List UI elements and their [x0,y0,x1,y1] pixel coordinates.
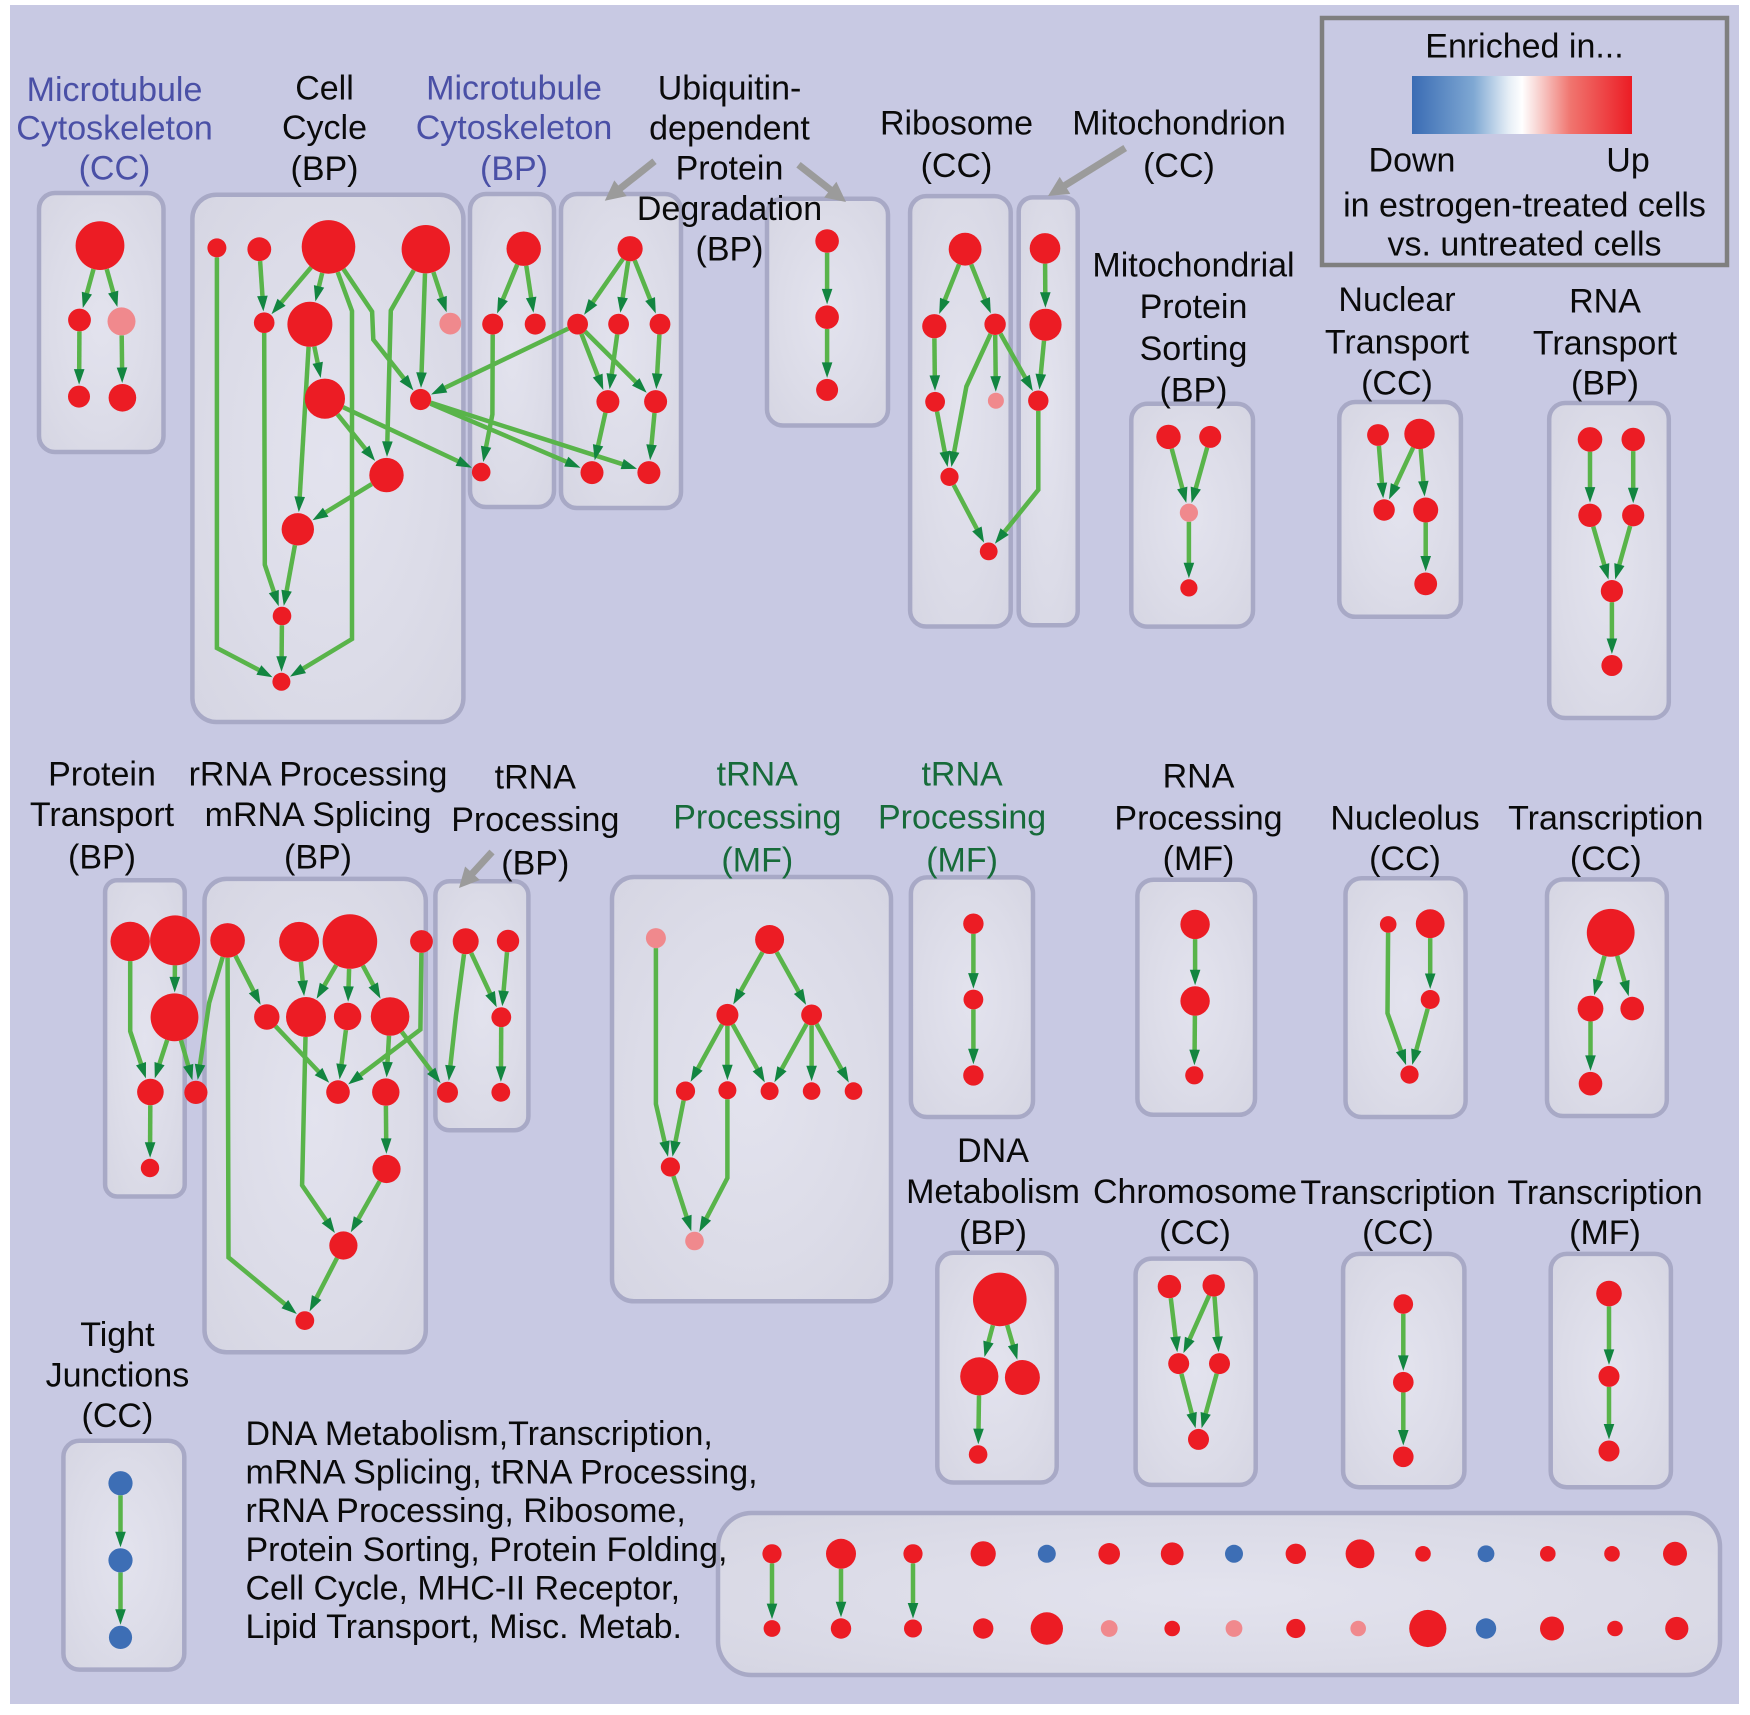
svg-text:RNA: RNA [1569,282,1641,320]
svg-text:tRNA: tRNA [921,756,1003,794]
svg-text:Up: Up [1606,142,1649,180]
svg-text:Junctions: Junctions [46,1357,190,1395]
svg-text:Protein: Protein [1140,288,1248,326]
svg-text:DNA Metabolism,Transcription,: DNA Metabolism,Transcription, [246,1415,713,1453]
svg-text:Mitochondrion: Mitochondrion [1072,104,1286,142]
svg-text:DNA: DNA [957,1132,1029,1170]
svg-text:mRNA Splicing: mRNA Splicing [205,796,432,834]
svg-text:(BP): (BP) [959,1214,1027,1252]
svg-text:(MF): (MF) [1163,840,1235,878]
svg-text:Processing: Processing [451,801,619,839]
svg-text:Ubiquitin-: Ubiquitin- [658,70,802,108]
svg-text:(BP): (BP) [696,231,764,269]
svg-text:tRNA: tRNA [717,756,799,794]
svg-text:(CC): (CC) [1362,1214,1434,1252]
svg-text:(MF): (MF) [1569,1214,1641,1252]
svg-text:(BP): (BP) [1571,365,1639,403]
svg-text:Cell Cycle, MHC-II Receptor,: Cell Cycle, MHC-II Receptor, [246,1569,681,1607]
svg-text:(CC): (CC) [1361,365,1433,403]
svg-text:Metabolism: Metabolism [906,1173,1080,1211]
svg-text:(CC): (CC) [1143,147,1215,185]
svg-text:tRNA: tRNA [495,758,577,796]
svg-text:Enriched in...: Enriched in... [1425,28,1623,66]
svg-text:Microtubule: Microtubule [426,70,602,108]
svg-text:Transport: Transport [30,796,175,834]
svg-text:Cytoskeleton: Cytoskeleton [416,109,613,147]
svg-text:(CC): (CC) [1159,1214,1231,1252]
svg-text:Processing: Processing [673,799,841,837]
svg-text:(BP): (BP) [501,845,569,883]
svg-text:mRNA Splicing, tRNA Processing: mRNA Splicing, tRNA Processing, [246,1454,758,1492]
svg-text:Cycle: Cycle [282,109,367,147]
svg-text:(MF): (MF) [926,842,998,880]
svg-text:Chromosome: Chromosome [1093,1173,1297,1211]
svg-text:(CC): (CC) [1570,840,1642,878]
svg-text:Nuclear: Nuclear [1338,281,1455,319]
svg-text:Sorting: Sorting [1140,330,1248,368]
svg-text:in estrogen-treated cells: in estrogen-treated cells [1343,187,1706,225]
svg-text:(BP): (BP) [284,839,352,877]
svg-text:(BP): (BP) [291,150,359,188]
svg-text:Lipid Transport, Misc. Metab.: Lipid Transport, Misc. Metab. [246,1608,683,1646]
svg-text:(CC): (CC) [1369,840,1441,878]
svg-text:Microtubule: Microtubule [27,71,203,109]
svg-text:RNA: RNA [1163,757,1235,795]
svg-text:Mitochondrial: Mitochondrial [1092,247,1294,285]
svg-text:Cell: Cell [295,70,354,108]
svg-text:Ribosome: Ribosome [880,104,1033,142]
svg-text:rRNA Processing, Ribosome,: rRNA Processing, Ribosome, [246,1492,686,1530]
svg-text:(CC): (CC) [921,147,993,185]
svg-text:Protein: Protein [48,756,156,794]
svg-text:Transcription: Transcription [1508,799,1703,837]
svg-text:vs. untreated cells: vs. untreated cells [1387,226,1661,264]
svg-text:Cytoskeleton: Cytoskeleton [16,109,213,147]
svg-text:Transport: Transport [1325,324,1470,362]
svg-text:Protein Sorting, Protein Foldi: Protein Sorting, Protein Folding, [246,1531,728,1569]
svg-text:Tight: Tight [80,1316,155,1354]
svg-text:dependent: dependent [649,110,810,148]
svg-text:(CC): (CC) [79,150,151,188]
svg-text:Protein: Protein [676,150,784,188]
svg-text:Transcription: Transcription [1507,1174,1702,1212]
svg-text:(BP): (BP) [68,839,136,877]
svg-text:rRNA Processing: rRNA Processing [189,756,448,794]
svg-text:Nucleolus: Nucleolus [1330,799,1479,837]
svg-text:(MF): (MF) [721,842,793,880]
svg-text:Degradation: Degradation [637,190,822,228]
svg-text:Transcription: Transcription [1300,1174,1495,1212]
svg-text:Processing: Processing [1114,799,1282,837]
svg-text:(CC): (CC) [82,1397,154,1435]
svg-text:Transport: Transport [1533,324,1678,362]
svg-text:(BP): (BP) [1160,372,1228,410]
svg-text:(BP): (BP) [480,150,548,188]
svg-text:Down: Down [1369,142,1456,180]
svg-text:Processing: Processing [878,799,1046,837]
